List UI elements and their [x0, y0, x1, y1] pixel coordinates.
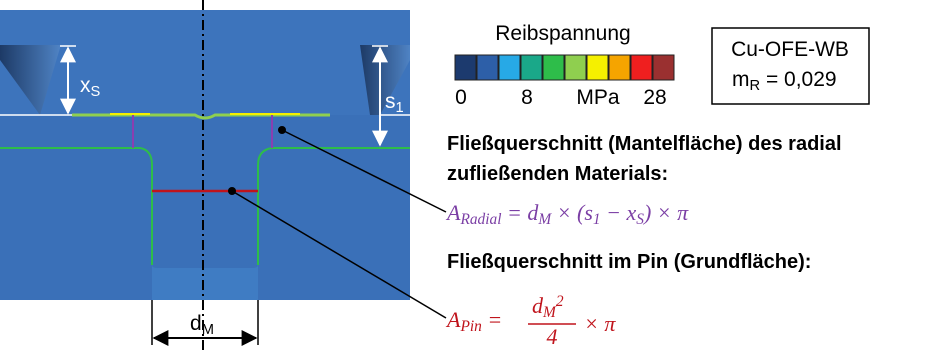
text-segment: 1 — [593, 211, 601, 228]
material-name: Cu-OFE-WB — [731, 38, 849, 61]
text-segment: M — [537, 211, 552, 228]
text-segment: R — [750, 78, 761, 94]
heading: Fließquerschnitt im Pin (Grundfläche): — [447, 251, 811, 273]
text-segment: M — [202, 322, 214, 338]
text-segment: M — [542, 304, 557, 321]
color-swatch — [631, 55, 652, 80]
text-segment: x — [80, 74, 91, 97]
dm-label: dM — [190, 312, 214, 338]
denominator: 4 — [547, 324, 558, 349]
text-segment: Radial — [459, 211, 501, 228]
text-segment: = d — [502, 200, 540, 225]
simulation-image — [0, 0, 446, 350]
legend-label: 0 — [455, 86, 467, 109]
text-segment: S — [91, 84, 101, 100]
formula-lhs: APin = — [445, 307, 502, 335]
color-swatch — [499, 55, 520, 80]
color-swatch — [455, 55, 476, 80]
formula-pin: APin = dM2 4 × π — [445, 293, 616, 349]
friction-factor: mR = 0,029 — [732, 68, 837, 94]
legend-title: Reibspannung — [495, 22, 630, 45]
text-segment: Pin — [459, 318, 482, 335]
text-segment: s — [385, 90, 396, 113]
numerator: dM2 — [532, 293, 564, 321]
text-segment: − x — [601, 200, 637, 225]
color-swatch — [587, 55, 608, 80]
legend-label: 28 — [643, 86, 666, 109]
color-swatch — [653, 55, 674, 80]
text-segment: 2 — [556, 293, 564, 310]
color-swatch — [609, 55, 630, 80]
legend-label: MPa — [576, 86, 620, 109]
figure: xS s1 dM Reibspannung 0 8 MPa 28 Cu-OFE-… — [0, 0, 932, 350]
color-swatch — [477, 55, 498, 80]
text-segment: A — [445, 200, 461, 225]
text-segment: 1 — [396, 100, 404, 116]
text-segment: ) × π — [642, 200, 689, 225]
color-swatch — [543, 55, 564, 80]
text-segment: = 0,029 — [760, 68, 836, 91]
formula-rhs: × π — [584, 311, 616, 336]
formula-radial: ARadial = dM × (s1 − xS) × π — [445, 200, 689, 228]
color-swatch — [565, 55, 586, 80]
page: {"legend": {"title": "Reibspannung", "co… — [0, 0, 932, 350]
color-swatch — [521, 55, 542, 80]
text-segment: × (s — [551, 200, 593, 225]
text-segment: A — [445, 307, 461, 332]
colorbar — [455, 55, 674, 80]
text-segment: m — [732, 68, 750, 91]
text-segment: d — [190, 312, 202, 335]
legend-label: 8 — [521, 86, 533, 109]
heading: zufließenden Materials: — [447, 163, 668, 185]
heading: Fließquerschnitt (Mantelfläche) des radi… — [447, 133, 842, 155]
text-segment: = — [482, 307, 502, 332]
